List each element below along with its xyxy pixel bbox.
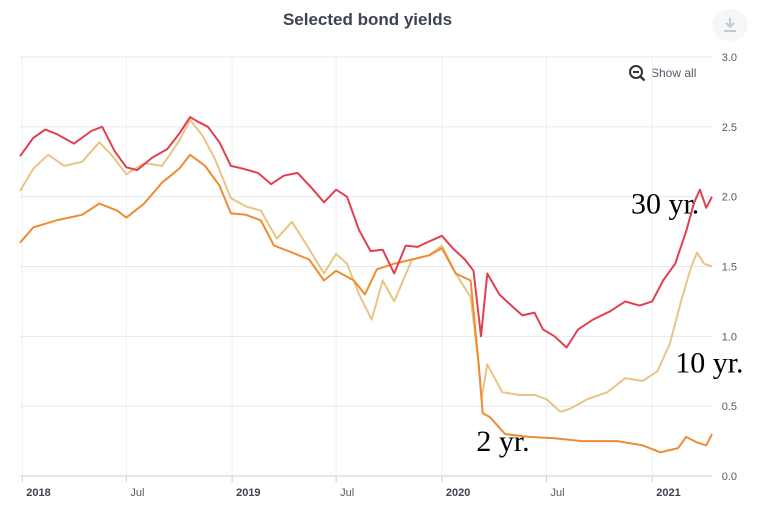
y-tick-label: 0.5 <box>722 401 737 413</box>
download-icon <box>724 18 736 32</box>
y-axis: 0.0 0.5 1.0 1.5 2.0 2.5 3.0 <box>722 52 737 483</box>
x-tick-label: 2019 <box>236 487 260 499</box>
show-all-label: Show all <box>651 66 697 80</box>
series-lines <box>19 116 713 454</box>
series-annotation: 30 yr. <box>631 187 699 220</box>
x-tick-label: Jul <box>550 487 564 499</box>
y-tick-label: 3.0 <box>722 52 737 64</box>
series-annotation: 10 yr. <box>675 347 743 380</box>
x-tick-label: 2018 <box>26 487 50 499</box>
y-tick-label: 0.0 <box>722 471 737 483</box>
series-annotations: 30 yr. 10 yr. 2 yr. <box>476 187 743 457</box>
x-tick-label: Jul <box>340 487 354 499</box>
y-tick-label: 2.5 <box>722 122 737 134</box>
download-button[interactable] <box>712 9 748 41</box>
y-tick-label: 2.0 <box>722 192 737 204</box>
x-tick-label: 2021 <box>656 487 680 499</box>
x-axis: 2018 Jul 2019 Jul 2020 Jul 2021 <box>21 476 681 499</box>
y-tick-label: 1.0 <box>722 331 737 343</box>
y-tick-label: 1.5 <box>722 262 737 274</box>
series-line-2-yr[interactable] <box>19 153 713 454</box>
chart-title: Selected bond yields <box>282 10 453 29</box>
zoom-out-icon <box>629 65 646 82</box>
show-all-button[interactable]: Show all <box>628 64 696 82</box>
x-tick-label: Jul <box>130 487 144 499</box>
series-line-30-yr[interactable] <box>19 116 713 349</box>
series-line-10-yr[interactable] <box>19 118 713 413</box>
x-tick-label: 2020 <box>446 487 470 499</box>
grid-lines <box>20 56 712 477</box>
series-annotation: 2 yr. <box>476 425 529 458</box>
